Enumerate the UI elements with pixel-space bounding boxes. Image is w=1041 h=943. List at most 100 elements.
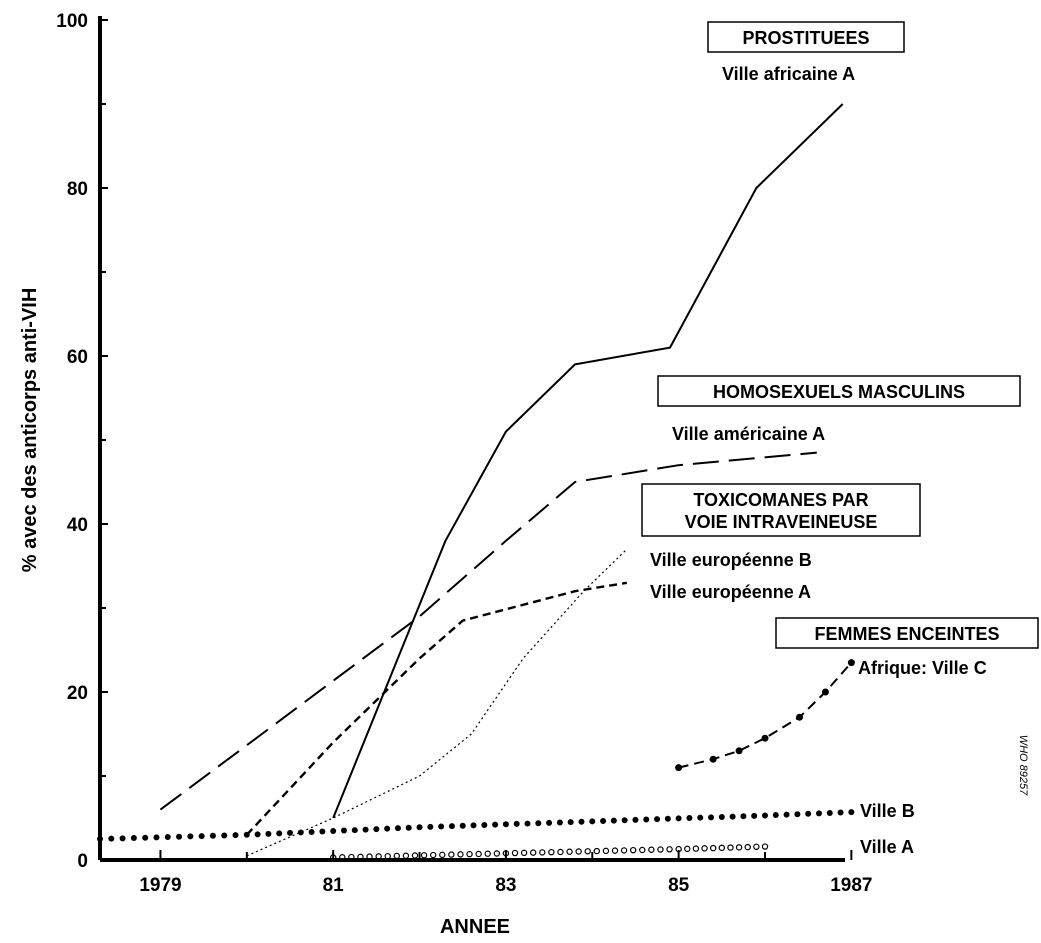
data-point	[513, 820, 520, 827]
axes	[98, 16, 845, 862]
y-tick-label: 40	[67, 515, 88, 536]
data-point	[821, 688, 829, 696]
data-point	[761, 734, 769, 742]
data-point	[643, 816, 650, 823]
data-point	[357, 853, 364, 861]
group-label-prostitutes: PROSTITUEES	[707, 21, 905, 53]
data-point	[287, 829, 293, 836]
data-point	[481, 822, 488, 829]
group-label-box	[657, 375, 1021, 407]
data-point	[621, 817, 628, 824]
data-point	[727, 844, 734, 851]
data-point	[108, 835, 115, 842]
data-point	[119, 835, 126, 842]
data-point	[794, 811, 801, 818]
data-point	[438, 823, 445, 830]
group-label-line: HOMOSEXUELS MASCULINS	[713, 382, 965, 402]
group-label-line: TOXICOMANES PAR	[693, 490, 868, 510]
data-point	[429, 851, 437, 859]
data-point	[362, 826, 369, 833]
data-point	[459, 822, 466, 829]
series-line	[159, 451, 817, 811]
data-point	[394, 825, 401, 832]
data-point	[232, 832, 239, 839]
data-point	[708, 814, 715, 821]
data-point	[330, 828, 337, 835]
data-point	[709, 844, 717, 852]
data-point	[593, 847, 601, 855]
data-point	[692, 845, 700, 852]
data-point	[142, 834, 149, 841]
data-point	[709, 755, 717, 763]
series-ville-americaine-a	[159, 451, 817, 811]
data-point	[393, 852, 401, 860]
group-label-homosexuals: HOMOSEXUELS MASCULINS	[657, 375, 1021, 407]
data-point	[153, 834, 160, 841]
series-label: Ville A	[860, 837, 914, 857]
data-point	[548, 848, 555, 856]
y-axis-title: % avec des anticorps anti-VIH	[19, 288, 41, 573]
group-label-box	[775, 617, 1039, 649]
data-point	[761, 843, 769, 850]
data-point	[209, 832, 216, 839]
data-point	[492, 821, 499, 828]
y-tick-label: 20	[67, 683, 88, 704]
series-label: Ville européenne B	[650, 550, 812, 570]
data-point	[319, 828, 326, 835]
data-point	[575, 848, 582, 855]
data-point	[520, 849, 528, 857]
data-point	[466, 850, 473, 858]
data-point	[837, 809, 844, 816]
data-point	[384, 852, 391, 860]
data-point	[493, 850, 501, 857]
data-point	[675, 815, 682, 822]
data-point	[402, 852, 410, 859]
data-point	[762, 812, 768, 819]
data-point	[448, 823, 455, 830]
data-point	[373, 826, 380, 833]
data-point	[751, 812, 758, 819]
data-point	[686, 815, 693, 822]
watermark: WHO 89257	[1017, 735, 1029, 796]
data-point	[740, 813, 747, 820]
data-point	[348, 853, 355, 861]
y-tick-label: 60	[67, 347, 88, 368]
data-point	[701, 845, 708, 852]
labels-layer: PROSTITUEES HOMOSEXUELS MASCULINS TOXICOMA…	[641, 21, 1039, 857]
data-point	[297, 829, 304, 836]
series-label: Ville européenne A	[650, 582, 811, 602]
data-point	[675, 764, 683, 772]
data-point	[198, 833, 205, 840]
data-point	[735, 844, 743, 851]
data-point	[351, 827, 358, 834]
data-point	[735, 747, 743, 755]
x-tick-label: 85	[668, 875, 690, 896]
data-point	[470, 822, 477, 829]
data-point	[753, 843, 760, 851]
data-point	[164, 834, 171, 841]
data-point	[405, 824, 412, 831]
data-point	[130, 835, 137, 842]
data-point	[772, 812, 779, 819]
data-point	[176, 833, 183, 840]
data-point	[684, 845, 691, 853]
data-point	[648, 846, 655, 853]
group-label-box	[641, 483, 921, 537]
series-line	[245, 581, 628, 836]
data-point	[97, 836, 103, 842]
data-point	[276, 830, 283, 837]
data-point	[308, 828, 315, 835]
data-point	[340, 827, 347, 834]
data-point	[744, 843, 751, 851]
data-point	[502, 821, 509, 828]
data-point	[718, 844, 726, 852]
data-point	[221, 832, 228, 839]
x-axis-title: ANNEE	[440, 916, 510, 938]
data-point	[675, 845, 682, 853]
y-tick-label: 80	[67, 179, 88, 200]
data-point	[511, 849, 519, 857]
data-point	[796, 713, 804, 721]
data-point	[611, 847, 619, 854]
data-point	[610, 817, 617, 824]
